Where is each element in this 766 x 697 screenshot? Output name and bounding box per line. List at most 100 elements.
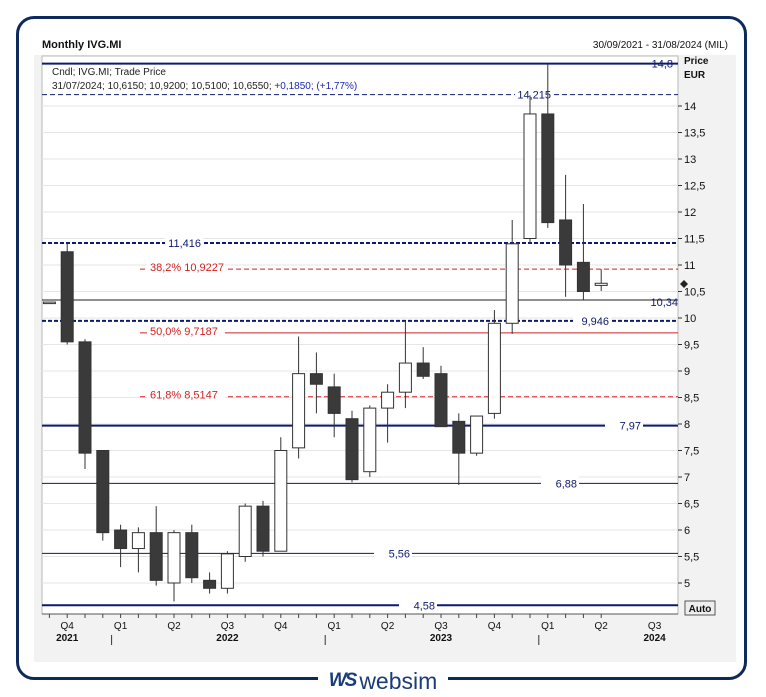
- y-tick-label: 5,5: [684, 552, 699, 564]
- candle-body: [594, 282, 608, 286]
- x-quarter-label: Q2: [595, 621, 609, 632]
- y-tick-label: 13: [684, 154, 696, 166]
- level-lines: 14,8 14,215 11,416 10,34 9,946 7,97 6,88 5,56 4,…: [42, 59, 678, 612]
- x-quarter-label: Q2: [381, 621, 395, 632]
- horizontal-level-label: 4,58: [414, 600, 435, 612]
- horizontal-level-label: 10,34: [650, 297, 678, 309]
- date-range: 30/09/2021 - 31/08/2024 (MIL): [593, 40, 728, 51]
- candle-body: [416, 362, 430, 377]
- x-axis: Q4 Q1 Q2 Q3 Q4 Q1 Q2 Q3 Q4 Q1 Q2 Q3 2021 2022 2023 2024: [42, 613, 678, 645]
- x-year-label: 2021: [56, 633, 79, 644]
- y-tick-label: 6: [684, 525, 690, 537]
- horizontal-level-label-bg: [374, 546, 412, 560]
- horizontal-level-label: 14,8: [652, 59, 673, 71]
- candle-body: [470, 415, 484, 454]
- candle-body: [345, 418, 359, 481]
- legend-line-1: Cndl; IVG.MI; Trade Price: [52, 67, 166, 78]
- y-tick-label: 7: [684, 472, 690, 484]
- fibonacci-label-bg: [147, 259, 225, 273]
- candles: [42, 63, 608, 602]
- chart-title: Monthly IVG.MI: [42, 39, 121, 51]
- x-quarter-label: Q4: [274, 621, 288, 632]
- legend-change: +0,1850; (+1,77%): [274, 81, 357, 92]
- websim-mark-icon: WS: [328, 670, 358, 691]
- candle-body: [309, 373, 323, 385]
- horizontal-level-label: 6,88: [556, 478, 577, 490]
- horizontal-level-label-bg: [165, 235, 203, 249]
- y-tick-label: 9: [684, 366, 690, 378]
- y-tick-label: 11: [684, 260, 695, 272]
- candle-body: [381, 391, 395, 409]
- candle-body: [131, 532, 145, 550]
- candle-body: [398, 362, 412, 393]
- candle-body: [505, 243, 519, 324]
- candle-body: [363, 407, 377, 473]
- y-tick-label: 8: [684, 419, 690, 431]
- fibonacci-level-label: 50,0% 9,7187: [150, 326, 218, 338]
- candle-body: [238, 505, 252, 557]
- candle-body: [256, 505, 270, 552]
- x-quarter-label: Q3: [434, 621, 448, 632]
- horizontal-level-label-bg: [605, 418, 643, 432]
- x-quarter-label: Q4: [488, 621, 502, 632]
- candle-body: [487, 322, 501, 414]
- y-tick-label: 7,5: [684, 446, 699, 458]
- x-year-label: 2022: [216, 633, 239, 644]
- y-tick-label: 5: [684, 578, 690, 590]
- y-tick-label: 11,5: [684, 234, 705, 246]
- candle-body: [523, 113, 537, 239]
- y-tick-label: 13,5: [684, 128, 705, 140]
- candle-body: [434, 373, 448, 428]
- websim-wordmark: websim: [359, 667, 438, 694]
- candle-body: [541, 113, 555, 224]
- candle-body: [42, 301, 56, 305]
- horizontal-level-label-bg: [399, 598, 437, 612]
- candle-body: [203, 579, 217, 589]
- candle-body: [220, 553, 234, 589]
- fibonacci-label-bg: [147, 386, 225, 400]
- x-quarter-label: Q3: [221, 621, 235, 632]
- x-year-label: 2024: [643, 633, 666, 644]
- candle-body: [149, 532, 163, 581]
- y-tick-label: 10: [684, 313, 696, 325]
- x-year-label: 2023: [430, 633, 453, 644]
- horizontal-level-label-bg: [573, 313, 611, 327]
- y-tick-label: 6,5: [684, 499, 699, 511]
- y-tick-label: 10,5: [684, 287, 705, 299]
- x-quarter-label: Q3: [648, 621, 662, 632]
- candle-body: [60, 251, 74, 343]
- websim-logo: WS websim: [318, 666, 448, 696]
- x-quarter-label: Q1: [541, 621, 555, 632]
- candle-body: [185, 532, 199, 579]
- candle-body: [167, 532, 181, 584]
- x-quarter-label: Q4: [61, 621, 75, 632]
- horizontal-level-label: 5,56: [389, 548, 410, 560]
- horizontal-level-label-bg: [515, 87, 553, 101]
- auto-scale-button-label: Auto: [689, 604, 712, 615]
- y-tick-label: 12,5: [684, 181, 705, 193]
- fibonacci-level-label: 38,2% 10,9227: [150, 262, 224, 274]
- y-tick-label: 8,5: [684, 393, 699, 405]
- last-price-diamond-icon: [680, 280, 688, 288]
- legend-ohlc: 31/07/2024; 10,6150; 10,9200; 10,5100; 1…: [52, 81, 274, 92]
- candle-body: [292, 373, 306, 449]
- x-quarter-label: Q1: [328, 621, 342, 632]
- candle-body: [327, 386, 341, 414]
- candle-body: [274, 450, 288, 552]
- horizontal-level-label: 11,416: [168, 238, 201, 250]
- y-tick-label: 9,5: [684, 340, 699, 352]
- x-quarter-label: Q1: [114, 621, 128, 632]
- legend-line-2: 31/07/2024; 10,6150; 10,9200; 10,5100; 1…: [52, 81, 357, 92]
- y-axis: 5 5,5 6 6,5 7 7,5 8 8,5 9 9,5 10 10,5 11 11,5 12 12,5 13…: [678, 101, 705, 590]
- candle-body: [559, 219, 573, 266]
- auto-scale-button[interactable]: [684, 600, 716, 616]
- horizontal-level-label: 14,215: [517, 90, 551, 102]
- horizontal-level-label: 7,97: [620, 421, 641, 433]
- y-tick-label: 14: [684, 101, 696, 113]
- horizontal-level-label: 9,946: [581, 316, 609, 328]
- candle-body: [576, 261, 590, 293]
- x-quarter-label: Q2: [167, 621, 181, 632]
- fibonacci-level-label: 61,8% 8,5147: [150, 390, 218, 402]
- y-tick-label: 12: [684, 207, 696, 219]
